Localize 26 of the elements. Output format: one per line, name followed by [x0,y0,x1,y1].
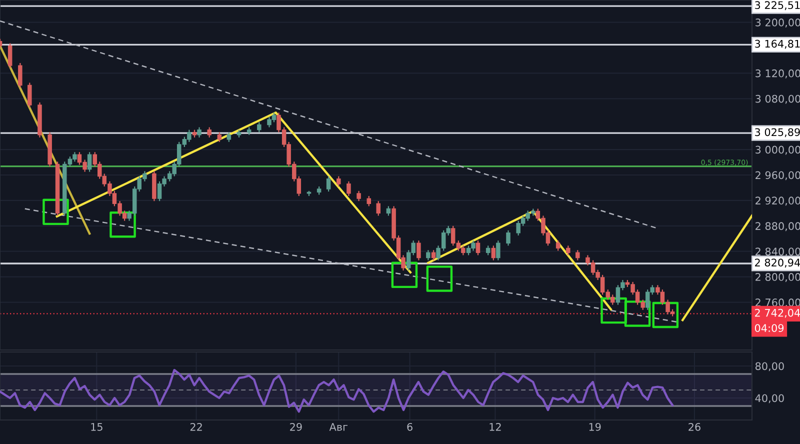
x-tick-label: 6 [407,422,412,431]
y-tick-label: 2 880,00 [756,222,800,232]
ref-line-label: 3 164,81 [755,40,800,49]
y-tick-label: 3 000,00 [756,146,800,155]
y-tick-label: 2 840,00 [756,248,800,257]
y-tick-label: 2 960,00 [756,171,800,180]
y-tick-label: 80,00 [755,362,784,372]
x-tick-label: 12 [490,422,501,431]
text: 04:09 [754,324,784,332]
y-tick-label: 40,00 [755,394,784,404]
y-tick-label: 3 080,00 [756,94,800,104]
y-tick-label: 2 800,00 [756,273,800,282]
x-tick-label: 22 [190,422,202,431]
ref-line-label: 2 820,94 [755,258,800,268]
x-tick-label: 26 [688,422,700,431]
x-tick-label: 29 [290,422,302,431]
y-tick-label: 3 120,00 [756,69,800,78]
x-tick-label: 19 [589,422,601,431]
x-tick-label: Авг [329,423,348,431]
line-series [0,368,674,413]
ref-line-label: 3 025,89 [755,128,800,138]
ref-line-label: 2 742,04 [755,308,800,318]
y-tick-label: 2 920,00 [756,196,800,206]
x-tick-label: 15 [91,423,102,431]
y-tick-label: 3 200,00 [756,18,800,28]
ref-line-label: 3 225,51 [755,1,800,10]
